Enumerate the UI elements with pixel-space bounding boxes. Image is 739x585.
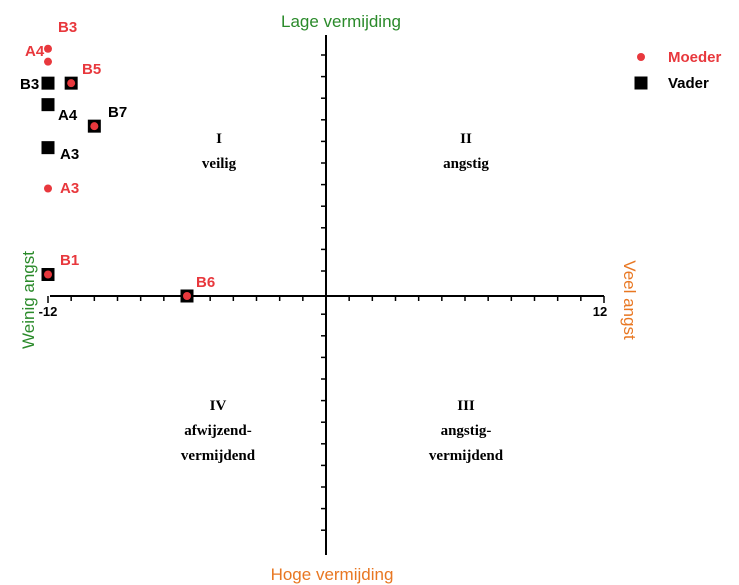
- quadrant-4-label: IV afwijzend-vermijdend: [181, 398, 256, 464]
- legend-vader-marker: [634, 76, 648, 90]
- axis-title-top: Lage vermijding: [281, 12, 401, 31]
- moeder-point-b5: [67, 79, 76, 88]
- moeder-point-b1: [44, 270, 52, 279]
- axes: -12 12: [39, 35, 607, 555]
- point-labels: B3 A4 B5 B7 B3 A4 A3 A3 B1 B6: [20, 19, 215, 291]
- moeder-point-b6: [183, 292, 191, 300]
- legend: Moeder Vader: [634, 49, 722, 92]
- legend-vader-label: Vader: [668, 75, 709, 92]
- vader-point-a4: [41, 98, 55, 112]
- quadrant-3-label: III angstig-vermijdend: [429, 398, 504, 464]
- moeder-point-b3: [44, 44, 52, 53]
- moeder-point-b7: [90, 122, 99, 131]
- quadrant-2-label: II angstig: [443, 131, 489, 172]
- legend-moeder-marker: [637, 53, 645, 61]
- vader-point-b3: [41, 76, 55, 90]
- axis-title-bottom: Hoge vermijding: [271, 565, 394, 584]
- axis-title-left: Weinig angst: [19, 251, 38, 349]
- axis-titles: Lage vermijding Hoge vermijding Weinig ang…: [19, 12, 639, 584]
- point-label-vader-a3: A3: [60, 146, 79, 163]
- data-points: [41, 44, 194, 303]
- point-label-moeder-b1: B1: [60, 252, 79, 269]
- moeder-point-a4: [44, 57, 52, 66]
- point-label-vader-b3: B3: [20, 76, 39, 93]
- axis-title-right: Veel angst: [620, 260, 639, 340]
- point-label-moeder-a3: A3: [60, 180, 79, 197]
- point-label-moeder-b3: B3: [58, 19, 77, 36]
- x-tick-label-min: -12: [39, 304, 58, 319]
- point-label-moeder-a4: A4: [25, 43, 45, 60]
- moeder-point-a3: [44, 184, 52, 193]
- point-label-vader-a4: A4: [58, 107, 78, 124]
- vader-point-a3: [41, 141, 55, 155]
- point-label-moeder-b5: B5: [82, 61, 101, 78]
- point-label-vader-b7: B7: [108, 104, 127, 121]
- x-tick-label-max: 12: [593, 304, 607, 319]
- legend-moeder-label: Moeder: [668, 49, 722, 66]
- point-label-moeder-b6: B6: [196, 274, 215, 291]
